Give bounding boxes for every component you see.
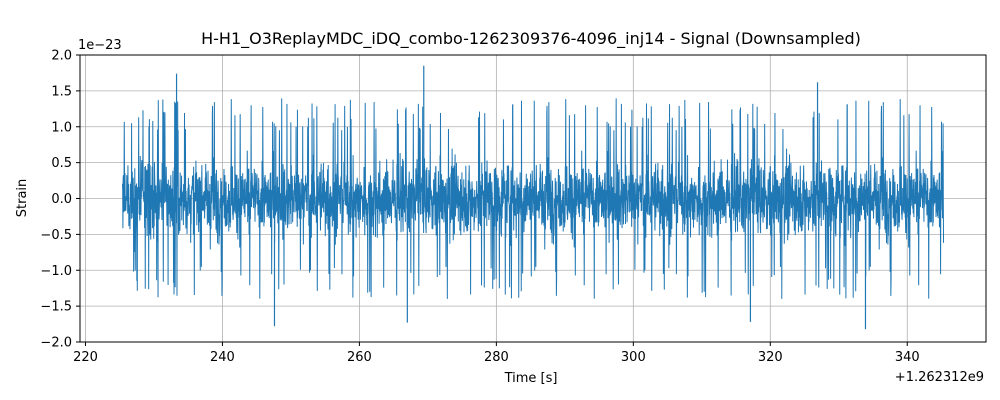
y-tick-label-1: −1.5 [40, 300, 72, 315]
x-tick-label-4: 300 [621, 350, 646, 365]
x-tick-label-0: 220 [73, 350, 98, 365]
y-tick-label-2: −1.0 [40, 264, 72, 279]
y-tick-label-6: 1.0 [51, 120, 72, 135]
y-scale-label: 1e−23 [78, 38, 122, 53]
y-tick-label-5: 0.5 [51, 156, 72, 171]
y-tick-label-0: −2.0 [40, 336, 72, 351]
y-tick-label-4: 0.0 [51, 192, 72, 207]
chart-title: H-H1_O3ReplayMDC_iDQ_combo-1262309376-40… [201, 29, 861, 49]
x-tick-label-2: 260 [347, 350, 372, 365]
x-tick-label-5: 320 [758, 350, 783, 365]
x-tick-label-6: 340 [895, 350, 920, 365]
y-tick-label-3: −0.5 [40, 228, 72, 243]
y-axis-label: Strain [15, 179, 30, 218]
x-tick-label-1: 240 [210, 350, 235, 365]
y-tick-label-8: 2.0 [51, 49, 72, 64]
x-offset-label: +1.262312e9 [895, 370, 984, 385]
plot-area: 220 240 260 280 300 320 340 −2.0 −1.5 −1.0 −0.5 0.0… [40, 49, 987, 365]
x-axis-label: Time [s] [504, 371, 558, 386]
y-tick-label-7: 1.5 [51, 84, 72, 99]
signal-series-line [121, 98, 945, 299]
x-tick-label-3: 280 [484, 350, 509, 365]
